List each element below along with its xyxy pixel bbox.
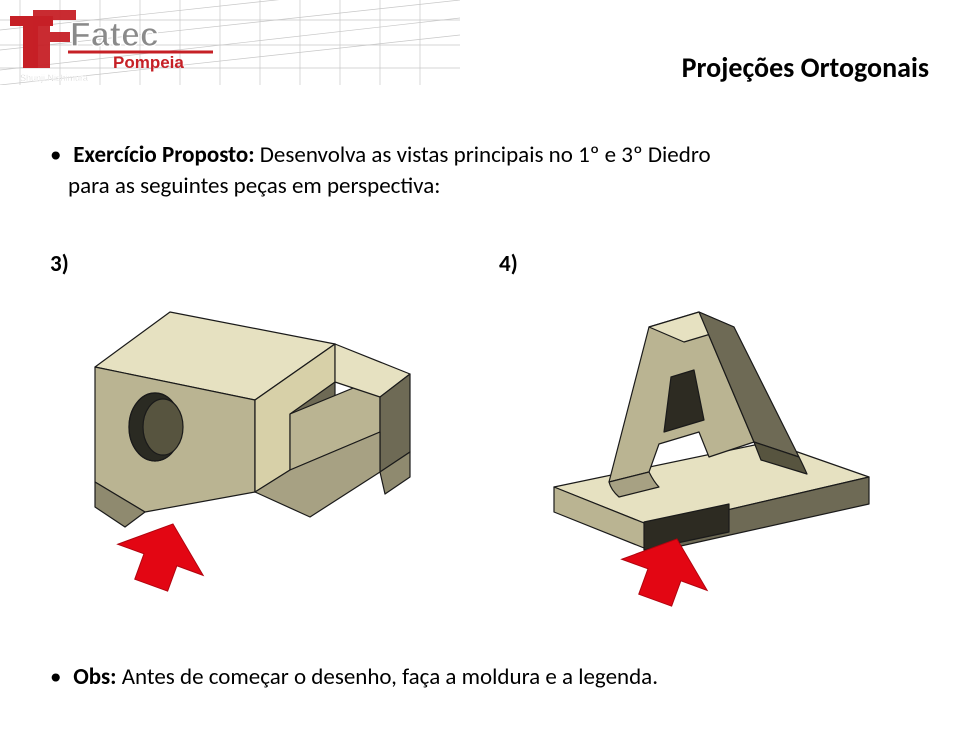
figure-3-cell: 3) (50, 250, 470, 617)
exercise-text-1: Desenvolva as vistas principais no 1º e … (260, 141, 711, 169)
document-page: Fatec Pompeia Shunji Nishimura Projeções… (0, 0, 959, 729)
obs-note: • Obs: Antes de começar o desenho, faça … (50, 663, 929, 691)
exercise-prompt: • Exercício Proposto: Desenvolva as vist… (50, 140, 929, 202)
logo-subtitle: Shunji Nishimura (20, 73, 88, 83)
figure-4-svg (499, 282, 919, 612)
logo-text-fatec: Fatec (70, 16, 159, 54)
figure-4-label: 4) (499, 250, 919, 278)
page-header: Fatec Pompeia Shunji Nishimura Projeções… (0, 0, 959, 110)
obs-label: Obs: (73, 663, 116, 691)
exercise-label: Exercício Proposto: (73, 141, 254, 169)
figures-row: 3) (50, 250, 919, 617)
figure-3-label: 3) (50, 250, 470, 278)
page-title: Projeções Ortogonais (682, 50, 929, 85)
figure-3-svg (50, 282, 470, 612)
bullet-icon: • (50, 140, 68, 171)
bullet-icon: • (50, 663, 68, 691)
fatec-pompeia-logo: Fatec Pompeia Shunji Nishimura (8, 8, 248, 88)
obs-text: Antes de começar o desenho, faça a moldu… (122, 663, 658, 691)
logo-text-pompeia: Pompeia (113, 53, 184, 72)
exercise-text-2: para as seguintes peças em perspectiva: (68, 171, 929, 202)
figure-4-cell: 4) (499, 250, 919, 617)
